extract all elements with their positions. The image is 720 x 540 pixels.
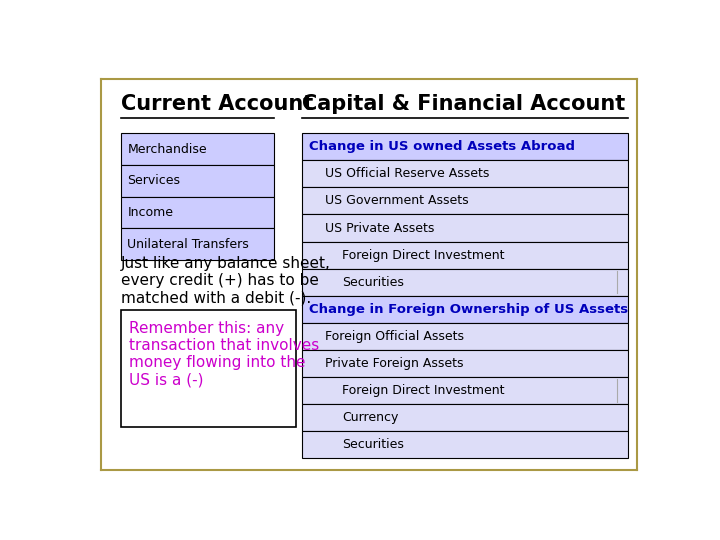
Text: Foreign Official Assets: Foreign Official Assets <box>325 329 464 342</box>
Text: Change in US owned Assets Abroad: Change in US owned Assets Abroad <box>309 140 575 153</box>
Text: US Private Assets: US Private Assets <box>325 221 435 234</box>
FancyBboxPatch shape <box>302 349 629 377</box>
FancyBboxPatch shape <box>302 133 629 160</box>
FancyBboxPatch shape <box>121 228 274 260</box>
FancyBboxPatch shape <box>121 133 274 165</box>
FancyBboxPatch shape <box>302 187 629 214</box>
Text: Securities: Securities <box>342 438 404 451</box>
FancyBboxPatch shape <box>302 404 629 431</box>
FancyBboxPatch shape <box>302 241 629 268</box>
Text: Income: Income <box>127 206 174 219</box>
Text: Merchandise: Merchandise <box>127 143 207 156</box>
Text: Foreign Direct Investment: Foreign Direct Investment <box>342 383 505 397</box>
FancyBboxPatch shape <box>302 295 629 322</box>
Text: Unilateral Transfers: Unilateral Transfers <box>127 238 249 251</box>
FancyBboxPatch shape <box>121 197 274 228</box>
Text: Just like any balance sheet,
every credit (+) has to be
matched with a debit (-): Just like any balance sheet, every credi… <box>121 256 330 306</box>
Text: US Official Reserve Assets: US Official Reserve Assets <box>325 167 490 180</box>
Text: Currency: Currency <box>342 411 399 424</box>
Text: Change in Foreign Ownership of US Assets: Change in Foreign Ownership of US Assets <box>309 302 628 315</box>
FancyBboxPatch shape <box>302 431 629 458</box>
Text: Foreign Direct Investment: Foreign Direct Investment <box>342 248 505 261</box>
FancyBboxPatch shape <box>302 268 629 295</box>
Text: Private Foreign Assets: Private Foreign Assets <box>325 356 464 370</box>
Text: Capital & Financial Account: Capital & Financial Account <box>302 94 625 114</box>
FancyBboxPatch shape <box>121 310 297 427</box>
FancyBboxPatch shape <box>302 322 629 349</box>
FancyBboxPatch shape <box>302 377 629 404</box>
Text: Securities: Securities <box>342 275 404 288</box>
Text: Current Account: Current Account <box>121 94 313 114</box>
Text: US Government Assets: US Government Assets <box>325 194 469 207</box>
Text: Remember this: any
transaction that involves
money flowing into the
US is a (-): Remember this: any transaction that invo… <box>129 321 319 388</box>
Text: Services: Services <box>127 174 181 187</box>
FancyBboxPatch shape <box>121 165 274 197</box>
FancyBboxPatch shape <box>302 214 629 241</box>
FancyBboxPatch shape <box>302 160 629 187</box>
